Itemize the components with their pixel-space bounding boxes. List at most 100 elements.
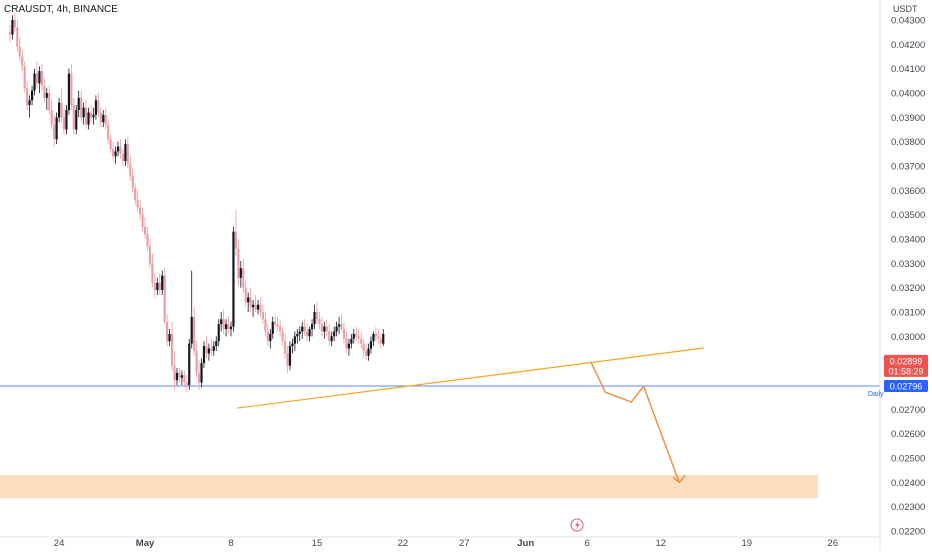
candle[interactable] bbox=[48, 85, 51, 115]
candle[interactable] bbox=[50, 100, 53, 130]
candle[interactable] bbox=[8, 24, 12, 42]
candle[interactable] bbox=[185, 375, 188, 393]
candle[interactable] bbox=[11, 15, 14, 40]
candle[interactable] bbox=[99, 107, 102, 128]
candle[interactable] bbox=[45, 88, 48, 111]
candle[interactable] bbox=[279, 319, 282, 337]
candle[interactable] bbox=[377, 329, 380, 344]
candle[interactable] bbox=[94, 95, 98, 120]
candle[interactable] bbox=[335, 321, 338, 337]
candle[interactable] bbox=[210, 338, 213, 356]
candle[interactable] bbox=[72, 97, 75, 135]
candle[interactable] bbox=[313, 304, 316, 330]
candle[interactable] bbox=[369, 336, 373, 354]
candle[interactable] bbox=[53, 114, 56, 147]
candle[interactable] bbox=[237, 239, 240, 286]
candle[interactable] bbox=[143, 217, 147, 239]
candle[interactable] bbox=[283, 333, 287, 359]
candle[interactable] bbox=[224, 319, 228, 337]
candle[interactable] bbox=[220, 312, 223, 332]
candle[interactable] bbox=[65, 105, 68, 135]
candle[interactable] bbox=[271, 316, 274, 339]
candle[interactable] bbox=[82, 102, 85, 125]
candle[interactable] bbox=[70, 63, 73, 111]
candle[interactable] bbox=[33, 68, 36, 96]
candle[interactable] bbox=[121, 148, 125, 166]
candle[interactable] bbox=[134, 183, 137, 205]
lightning-event-icon[interactable] bbox=[570, 518, 584, 532]
candle[interactable] bbox=[212, 341, 215, 356]
candle[interactable] bbox=[148, 239, 152, 269]
candle[interactable] bbox=[288, 341, 292, 371]
candle[interactable] bbox=[205, 336, 208, 359]
candle[interactable] bbox=[178, 367, 181, 383]
candle[interactable] bbox=[40, 63, 43, 91]
candle[interactable] bbox=[193, 307, 196, 356]
candle[interactable] bbox=[266, 324, 269, 347]
candle[interactable] bbox=[202, 341, 206, 368]
candle[interactable] bbox=[217, 319, 220, 347]
candle[interactable] bbox=[242, 258, 245, 293]
candle[interactable] bbox=[67, 68, 71, 115]
candle[interactable] bbox=[97, 93, 100, 118]
candle[interactable] bbox=[26, 80, 29, 111]
candle[interactable] bbox=[89, 105, 93, 123]
candle[interactable] bbox=[293, 331, 296, 351]
candle[interactable] bbox=[173, 350, 176, 390]
candle[interactable] bbox=[151, 253, 154, 288]
candle[interactable] bbox=[379, 333, 382, 349]
candle[interactable] bbox=[264, 312, 267, 337]
candle[interactable] bbox=[360, 331, 363, 349]
candle[interactable] bbox=[109, 134, 112, 154]
candle[interactable] bbox=[382, 329, 385, 347]
candle[interactable] bbox=[261, 304, 265, 325]
candle[interactable] bbox=[374, 326, 378, 342]
candle[interactable] bbox=[92, 107, 95, 125]
candle[interactable] bbox=[84, 100, 88, 130]
candle[interactable] bbox=[372, 331, 375, 347]
candle[interactable] bbox=[197, 360, 201, 390]
candle[interactable] bbox=[367, 343, 370, 361]
candle[interactable] bbox=[350, 333, 353, 349]
candle[interactable] bbox=[75, 105, 78, 135]
candle[interactable] bbox=[291, 338, 294, 354]
candle[interactable] bbox=[207, 343, 210, 361]
candle[interactable] bbox=[180, 370, 183, 385]
candle[interactable] bbox=[306, 324, 309, 342]
candle[interactable] bbox=[168, 329, 171, 347]
candle[interactable] bbox=[362, 338, 365, 359]
candle[interactable] bbox=[256, 299, 260, 315]
candle[interactable] bbox=[60, 88, 63, 123]
candle[interactable] bbox=[158, 273, 161, 295]
trendline[interactable] bbox=[237, 347, 704, 409]
candle[interactable] bbox=[234, 209, 238, 257]
candle[interactable] bbox=[247, 292, 250, 312]
candle[interactable] bbox=[116, 141, 120, 157]
candle[interactable] bbox=[296, 329, 299, 344]
candle[interactable] bbox=[330, 331, 333, 347]
candle[interactable] bbox=[301, 321, 304, 339]
candle[interactable] bbox=[318, 312, 321, 330]
candle[interactable] bbox=[286, 346, 289, 373]
candle[interactable] bbox=[232, 226, 235, 332]
candle[interactable] bbox=[328, 324, 331, 347]
candle[interactable] bbox=[87, 107, 90, 130]
candle[interactable] bbox=[102, 110, 105, 128]
candle[interactable] bbox=[239, 260, 242, 288]
candle[interactable] bbox=[23, 61, 26, 93]
candle[interactable] bbox=[215, 336, 218, 351]
candle[interactable] bbox=[18, 37, 21, 62]
candle[interactable] bbox=[57, 97, 61, 123]
candle[interactable] bbox=[227, 316, 230, 334]
candle[interactable] bbox=[323, 321, 326, 339]
target-zone[interactable] bbox=[0, 475, 818, 499]
candle[interactable] bbox=[254, 294, 257, 312]
candle[interactable] bbox=[55, 112, 58, 145]
candle[interactable] bbox=[107, 119, 110, 145]
candle[interactable] bbox=[35, 61, 39, 89]
candle[interactable] bbox=[146, 226, 149, 252]
candle[interactable] bbox=[126, 136, 129, 169]
candle[interactable] bbox=[229, 321, 233, 337]
projection-path[interactable] bbox=[590, 361, 680, 483]
